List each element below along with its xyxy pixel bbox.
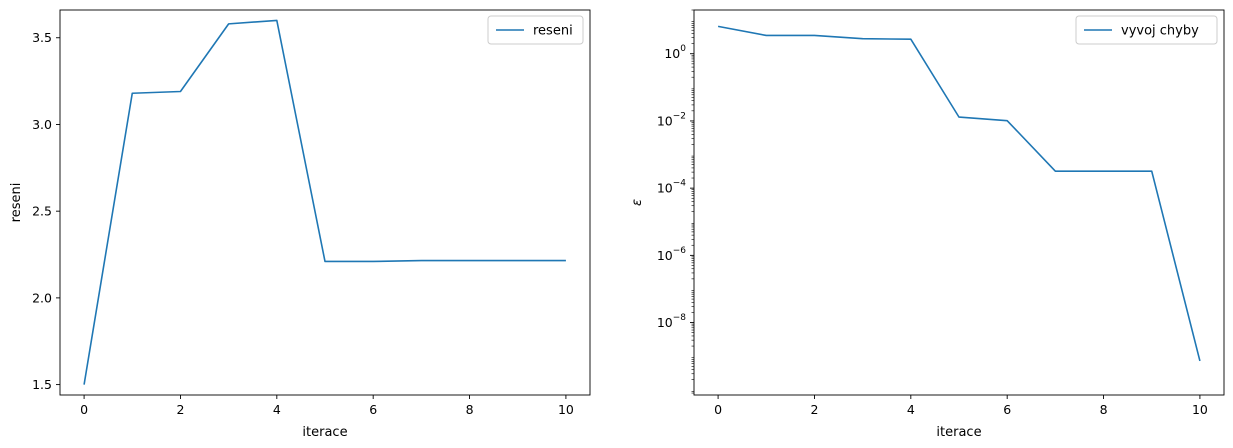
legend: reseni: [487, 15, 584, 45]
y-tick-label: 10−8: [657, 313, 686, 330]
x-tick-label: 8: [466, 402, 474, 417]
x-tick-label: 2: [810, 402, 818, 417]
y-tick-label: 1.5: [32, 377, 52, 392]
x-tick-label: 8: [1100, 402, 1108, 417]
y-tick-label: 3.0: [32, 117, 52, 132]
y-tick-label: 10−6: [657, 246, 686, 263]
x-tick-label: 10: [558, 402, 574, 417]
y-tick-label: 10−4: [657, 179, 686, 196]
left-plot: 0 2 4 6 8 10 1.5 2.0 2.5 3.0 3.5 iterace reseni resen…: [9, 9, 591, 440]
x-tick-label: 0: [80, 402, 88, 417]
y-tick-label: 3.5: [32, 30, 52, 45]
y-axis-label: ε: [630, 199, 645, 206]
legend-label: vyvoj chyby: [1121, 24, 1199, 39]
axes-frame: [693, 9, 1225, 396]
x-tick-label: 0: [714, 402, 722, 417]
y-axis-label: reseni: [9, 183, 24, 223]
axes-frame: [59, 9, 591, 396]
x-tick-label: 6: [1003, 402, 1011, 417]
y-tick-label: 2.5: [32, 204, 52, 219]
x-tick-label: 4: [273, 402, 281, 417]
series-line: [717, 25, 1201, 362]
x-tick-label: 2: [176, 402, 184, 417]
x-axis-label: iterace: [936, 425, 981, 440]
legend-label: reseni: [533, 24, 573, 39]
legend: vyvoj chyby: [1075, 15, 1218, 45]
y-tick-label: 2.0: [32, 290, 52, 305]
y-tick-label: 10−2: [657, 111, 686, 128]
x-tick-label: 10: [1192, 402, 1208, 417]
x-tick-label: 4: [907, 402, 915, 417]
series-line: [83, 19, 566, 385]
right-plot: 0 2 4 6 8 10 10−8 10−6 10−4 10−2 100 iterace ε vyvoj …: [630, 9, 1225, 440]
x-tick-label: 6: [369, 402, 377, 417]
x-axis-label: iterace: [302, 425, 347, 440]
y-tick-label: 100: [664, 44, 686, 61]
